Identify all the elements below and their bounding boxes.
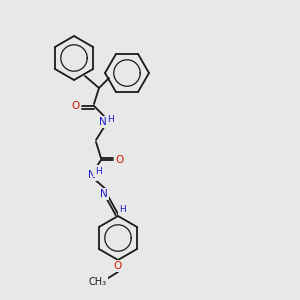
Text: H: H	[120, 205, 126, 214]
Text: N: N	[88, 170, 96, 180]
Text: O: O	[115, 155, 123, 165]
Text: N: N	[99, 117, 107, 127]
Text: H: H	[94, 167, 101, 176]
Text: O: O	[71, 101, 79, 111]
Text: N: N	[100, 189, 108, 199]
Text: CH₃: CH₃	[89, 277, 107, 287]
Text: H: H	[108, 115, 114, 124]
Text: O: O	[114, 261, 122, 271]
